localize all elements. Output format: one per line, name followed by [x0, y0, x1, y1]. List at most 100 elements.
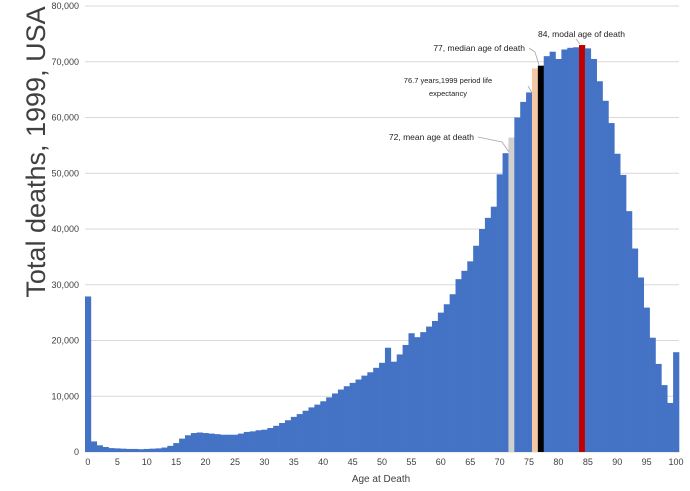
bar-age-70 — [496, 174, 503, 453]
bar-age-56 — [414, 337, 421, 452]
bar-age-55 — [408, 333, 415, 452]
bar-age-54 — [402, 344, 409, 452]
bar-age-20 — [202, 433, 209, 452]
annotation-median-text: 77, median age of death — [433, 43, 525, 53]
y-tick-label: 30,000 — [51, 280, 79, 290]
bar-age-49 — [373, 367, 380, 452]
bar-age-32 — [273, 425, 280, 452]
bar-age-63 — [455, 279, 462, 452]
bar-age-24 — [226, 434, 233, 452]
bar-age-28 — [249, 431, 256, 452]
x-tick-label: 95 — [642, 457, 652, 467]
leader-median — [528, 47, 540, 66]
bar-age-80 — [555, 58, 562, 453]
bar-age-82 — [567, 47, 574, 452]
bar-age-39 — [314, 404, 321, 452]
bar-age-9 — [137, 449, 145, 452]
bar-age-6 — [120, 448, 127, 452]
bar-age-31 — [267, 428, 274, 452]
bar-age-86 — [590, 58, 597, 453]
x-tick-label: 0 — [85, 457, 90, 467]
bar-age-41 — [326, 397, 333, 452]
annotation-life-expectancy-line1: 76.7 years,1999 period life — [404, 76, 492, 85]
x-tick-label: 90 — [612, 457, 622, 467]
x-tick-label: 85 — [583, 457, 593, 467]
x-tick-label: 20 — [201, 457, 211, 467]
x-tick-label: 75 — [524, 457, 534, 467]
bar-age-27 — [243, 431, 250, 452]
bar-age-92 — [626, 211, 633, 452]
bar-age-8 — [132, 448, 139, 452]
x-tick-labels: 0 5 10 15 20 25 30 35 40 45 50 55 60 65 70 75 80 85 90 95 10… — [85, 457, 683, 467]
bar-age-15 — [173, 443, 180, 452]
bar-age-68 — [484, 217, 492, 452]
y-tick-label: 60,000 — [51, 113, 79, 123]
x-tick-label: 55 — [406, 457, 416, 467]
bar-age-5 — [114, 448, 121, 452]
bar-age-42 — [332, 393, 339, 452]
bar-age-85 — [584, 48, 592, 453]
bars-group — [85, 45, 680, 453]
bar-age-98 — [661, 385, 668, 452]
annotation-mode: 84, modal age of death — [538, 29, 625, 45]
bar-age-69 — [490, 206, 497, 452]
bar-age-43 — [337, 389, 345, 452]
bar-age-59 — [431, 320, 439, 452]
bar-age-100 — [673, 352, 680, 452]
bar-age-0 — [85, 296, 92, 452]
gridlines — [85, 5, 679, 453]
x-tick-label: 30 — [259, 457, 269, 467]
bar-age-10 — [143, 448, 150, 452]
x-tick-label: 65 — [465, 457, 475, 467]
bar-age-1 — [90, 441, 98, 452]
bar-age-52 — [390, 361, 398, 452]
bar-age-91 — [620, 174, 627, 453]
highlight-bar-age-77 — [537, 65, 545, 452]
bar-age-65 — [467, 261, 474, 452]
bar-age-58 — [426, 326, 433, 452]
bar-age-48 — [367, 372, 374, 452]
bar-age-34 — [284, 420, 292, 452]
y-tick-label: 40,000 — [51, 224, 79, 234]
x-tick-label: 70 — [495, 457, 505, 467]
bar-age-3 — [102, 446, 109, 452]
bar-age-33 — [279, 423, 286, 452]
bar-age-78 — [543, 56, 550, 453]
bar-age-13 — [161, 447, 168, 452]
annotation-median: 77, median age of death — [433, 43, 540, 66]
leader-life-expectancy — [527, 85, 533, 94]
bar-age-57 — [420, 332, 427, 452]
x-tick-label: 50 — [377, 457, 387, 467]
bar-age-95 — [643, 307, 650, 452]
highlight-bar-age-72 — [508, 137, 515, 452]
x-tick-label: 25 — [230, 457, 240, 467]
highlight-bar-age-84 — [579, 45, 586, 453]
y-axis-label: Total deaths, 1999, USA — [21, 6, 51, 297]
bar-age-67 — [479, 229, 486, 452]
bar-age-89 — [608, 123, 615, 452]
bar-age-83 — [573, 47, 580, 452]
annotation-mean: 72, mean age at death — [389, 132, 510, 153]
bar-age-2 — [96, 445, 103, 452]
bar-age-73 — [514, 117, 521, 452]
bar-age-62 — [449, 294, 456, 452]
bar-age-23 — [220, 434, 227, 452]
y-tick-label: 20,000 — [51, 336, 79, 346]
x-tick-label: 60 — [436, 457, 446, 467]
bar-age-4 — [108, 448, 115, 452]
bar-age-75 — [526, 92, 533, 452]
bar-age-29 — [255, 430, 262, 452]
bar-age-25 — [232, 434, 239, 452]
leader-mean — [477, 136, 510, 153]
bar-age-71 — [502, 153, 509, 452]
bar-age-21 — [208, 433, 215, 452]
y-tick-label: 50,000 — [51, 168, 79, 178]
bar-age-11 — [149, 448, 156, 452]
annotation-life-expectancy-line2: expectancy — [429, 89, 467, 98]
bar-age-46 — [355, 379, 362, 452]
x-tick-label: 35 — [289, 457, 299, 467]
bar-age-93 — [631, 248, 639, 452]
y-tick-label: 80,000 — [51, 1, 79, 11]
bar-age-36 — [296, 414, 303, 452]
